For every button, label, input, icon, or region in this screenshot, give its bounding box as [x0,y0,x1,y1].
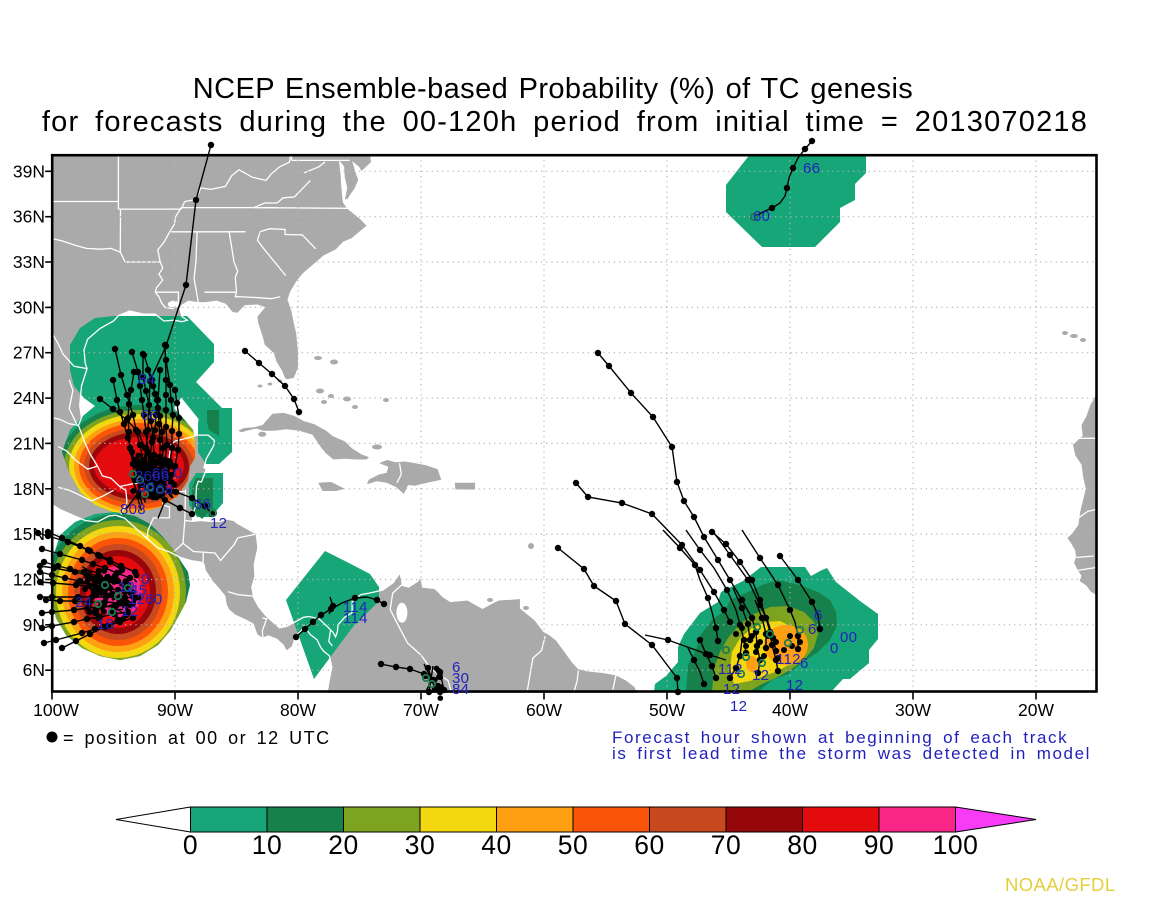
svg-text:112: 112 [718,661,743,678]
svg-text:30N: 30N [13,297,45,317]
svg-text:6N: 6N [23,660,45,680]
svg-text:6: 6 [808,621,817,638]
svg-text:60: 60 [634,830,664,860]
svg-text:45: 45 [130,582,147,599]
svg-text:36: 36 [138,479,155,496]
svg-text:10: 10 [252,830,282,860]
svg-text:12: 12 [752,667,769,684]
svg-text:90W: 90W [157,700,193,720]
svg-text:100W: 100W [33,700,79,720]
svg-text:12: 12 [730,698,747,715]
svg-text:114: 114 [343,599,368,616]
svg-text:12: 12 [121,603,138,620]
svg-text:= position at 00 or 12 UTC: = position at 00 or 12 UTC [63,728,331,748]
svg-text:1260: 1260 [128,591,163,608]
svg-text:20W: 20W [1018,700,1054,720]
svg-text:00: 00 [840,629,857,646]
svg-text:18N: 18N [13,479,45,499]
svg-text:6: 6 [814,607,823,624]
svg-text:NOAA/GFDL: NOAA/GFDL [1005,874,1116,895]
svg-text:is first lead time the storm w: is first lead time the storm was detecte… [612,744,1091,763]
svg-text:50: 50 [558,830,588,860]
svg-text:40: 40 [481,830,511,860]
svg-text:84: 84 [138,371,155,388]
svg-text:39N: 39N [13,161,45,181]
svg-text:12: 12 [786,677,803,694]
svg-text:114: 114 [343,610,368,627]
svg-text:27N: 27N [13,343,45,363]
svg-text:12: 12 [210,515,227,532]
svg-text:33N: 33N [13,252,45,272]
svg-text:66: 66 [194,496,211,513]
svg-text:20: 20 [328,830,358,860]
svg-text:12N: 12N [13,569,45,589]
svg-text:68: 68 [156,481,173,498]
svg-text:3666: 3666 [135,468,170,485]
svg-text:NCEP Ensemble-based Probabilit: NCEP Ensemble-based Probability (%) of T… [193,73,913,105]
svg-text:90: 90 [864,830,894,860]
svg-text:66: 66 [141,407,158,424]
svg-text:0: 0 [183,830,198,860]
svg-text:60W: 60W [526,700,562,720]
svg-text:15N: 15N [13,524,45,544]
svg-text:0: 0 [141,571,150,588]
svg-text:80: 80 [787,830,817,860]
svg-text:21N: 21N [13,433,45,453]
svg-text:9N: 9N [23,615,45,635]
svg-text:60: 60 [753,208,770,225]
svg-text:Forecast hour shown at beginni: Forecast hour shown at beginning of each… [612,728,1068,747]
svg-text:66: 66 [803,160,820,177]
svg-text:18: 18 [97,616,114,633]
svg-text:30: 30 [452,670,469,687]
svg-text:6: 6 [800,655,809,672]
svg-text:40W: 40W [772,700,808,720]
svg-text:80W: 80W [280,700,316,720]
svg-text:6: 6 [452,659,461,676]
svg-text:84: 84 [452,681,469,698]
svg-text:30: 30 [405,830,435,860]
svg-text:100: 100 [933,830,979,860]
svg-text:12: 12 [118,579,135,596]
svg-text:24: 24 [75,594,92,611]
svg-text:for forecasts during the 00-12: for forecasts during the 00-120h period … [42,106,1088,138]
svg-text:12: 12 [723,681,740,698]
svg-text:70: 70 [711,830,741,860]
svg-text:66 0: 66 0 [152,465,182,482]
svg-text:70W: 70W [403,700,439,720]
svg-text:50W: 50W [649,700,685,720]
svg-text:808: 808 [120,501,146,518]
svg-text:0: 0 [830,640,839,657]
svg-text:112: 112 [776,651,801,668]
svg-text:36N: 36N [13,207,45,227]
svg-text:30W: 30W [895,700,931,720]
svg-text:24N: 24N [13,388,45,408]
